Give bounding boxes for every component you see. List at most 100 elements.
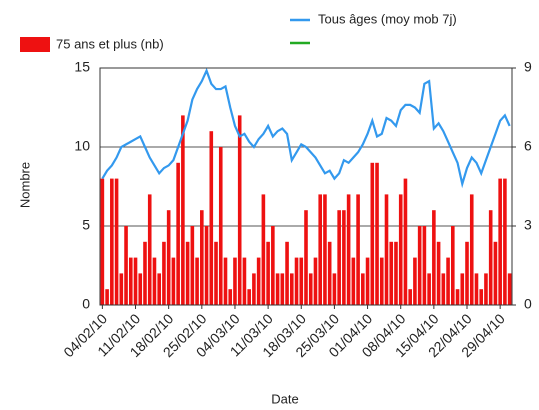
bar (228, 289, 233, 305)
bar (133, 257, 138, 305)
bar (252, 273, 256, 305)
bar (493, 241, 498, 305)
bar (166, 210, 171, 305)
bar (162, 241, 166, 305)
line (101, 67, 511, 189)
bar (299, 257, 304, 305)
bar (379, 257, 384, 305)
bar (337, 210, 341, 305)
bar (181, 115, 185, 306)
x-axis-title: Date (271, 391, 298, 406)
bar (417, 226, 422, 305)
bar (143, 241, 147, 305)
bar (237, 115, 242, 306)
bar (479, 289, 484, 305)
bar (318, 194, 323, 305)
y-axis-title: Nombre (17, 162, 32, 208)
bar (233, 257, 237, 305)
legend-swatch-bars (20, 37, 50, 52)
bar (190, 226, 195, 305)
bar (413, 257, 417, 305)
bar (398, 194, 403, 305)
bar (261, 194, 266, 305)
legend-label-line: Tous âges (moy mob 7j) (318, 11, 457, 26)
bar (114, 178, 119, 305)
bar (422, 226, 427, 305)
plot-frame (99, 67, 513, 306)
bar (370, 162, 375, 305)
bar (346, 194, 351, 305)
bar (119, 273, 124, 305)
bar (200, 210, 204, 305)
bar (342, 210, 346, 305)
bar (389, 241, 394, 305)
bar (289, 273, 294, 305)
bar (242, 257, 247, 305)
bar (507, 273, 512, 305)
y2-tick-label: 3 (524, 217, 532, 233)
bar (157, 273, 161, 305)
bar (351, 257, 356, 305)
bar (105, 289, 109, 305)
bar (100, 178, 105, 305)
bar (384, 194, 389, 305)
bar (465, 241, 469, 305)
bar (271, 226, 275, 305)
bar (375, 162, 379, 305)
y-tick-label: 5 (82, 217, 90, 233)
bar (432, 210, 436, 305)
bar (124, 226, 128, 305)
bar (474, 273, 479, 305)
bar (214, 241, 218, 305)
bar (195, 257, 199, 305)
bar (327, 241, 332, 305)
y-tick-label: 0 (82, 296, 90, 312)
bar (209, 131, 214, 305)
bar (147, 194, 152, 305)
bar (275, 273, 280, 305)
bar (185, 241, 190, 305)
bar (484, 273, 488, 305)
bar (436, 241, 441, 305)
bar (152, 257, 157, 305)
bar (176, 162, 180, 305)
bar (469, 194, 474, 305)
bar (204, 226, 209, 305)
bar (403, 178, 408, 305)
bar (294, 257, 299, 305)
bar (285, 241, 289, 305)
bar (446, 257, 450, 305)
y2-tick-label: 0 (524, 296, 532, 312)
bar (408, 289, 412, 305)
y2-tick-label: 9 (524, 59, 532, 75)
bar (365, 257, 370, 305)
bar (503, 178, 507, 305)
bar (332, 273, 337, 305)
bar (313, 257, 318, 305)
bar (460, 273, 465, 305)
bar (394, 241, 398, 305)
y-tick-label: 10 (74, 138, 90, 154)
bar (280, 273, 285, 305)
bar (441, 273, 446, 305)
bar (323, 194, 327, 305)
y2-tick-label: 6 (524, 138, 532, 154)
bar (488, 210, 493, 305)
bar (361, 273, 365, 305)
bar (171, 257, 176, 305)
bar (498, 178, 502, 305)
bar (427, 273, 431, 305)
bar (128, 257, 133, 305)
legend-label-bars: 75 ans et plus (nb) (56, 36, 164, 51)
bar (110, 178, 114, 305)
bar (256, 257, 261, 305)
bar (218, 147, 223, 305)
bar (451, 226, 455, 305)
bar (308, 273, 313, 305)
bar (223, 257, 228, 305)
bar (266, 241, 270, 305)
bar (455, 289, 460, 305)
bar (304, 210, 308, 305)
bar (247, 289, 251, 305)
